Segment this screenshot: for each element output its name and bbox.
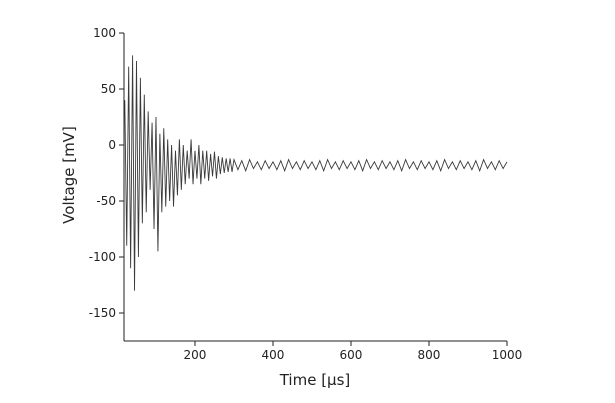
x-tick-label: 1000: [492, 348, 523, 362]
y-tick-label: -50: [96, 194, 116, 208]
x-tick-label: 600: [340, 348, 363, 362]
y-tick-label: 100: [93, 26, 116, 40]
x-tick-label: 800: [418, 348, 441, 362]
signal-line: [124, 55, 508, 291]
y-tick-label: 50: [101, 82, 116, 96]
y-tick-label: 0: [108, 138, 116, 152]
y-axis-label: Voltage [mV]: [60, 126, 78, 224]
y-tick-label: -100: [89, 250, 116, 264]
y-tick-label: -150: [89, 306, 116, 320]
x-tick-label: 400: [262, 348, 285, 362]
x-tick-label: 200: [184, 348, 207, 362]
x-axis-label: Time [µs]: [279, 371, 351, 389]
